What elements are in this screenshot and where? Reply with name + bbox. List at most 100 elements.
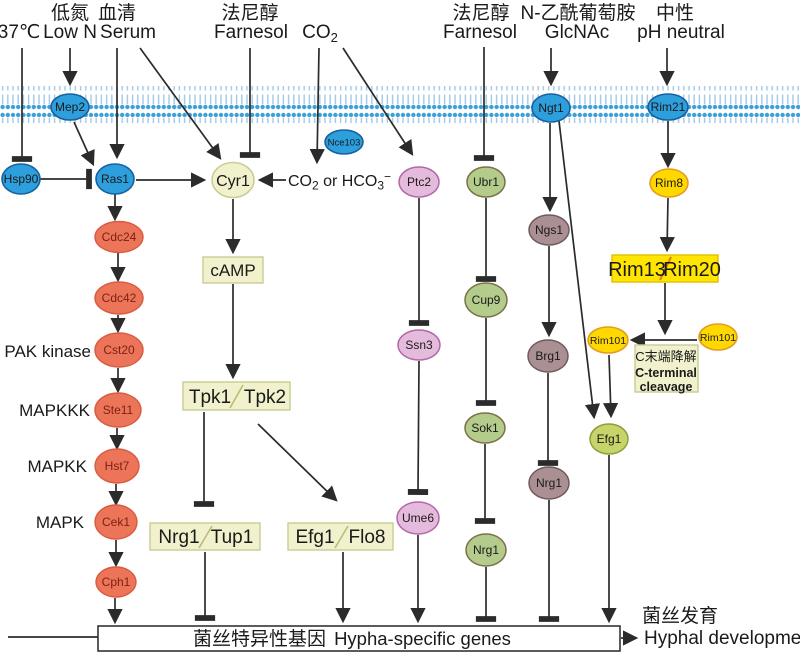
- output-labels: 菌丝发育 Hyphal development: [642, 605, 800, 649]
- arrow-rim101-efg1: [602, 354, 619, 419]
- svg-text:Ngs1: Ngs1: [535, 223, 563, 237]
- node-cup9: Cup9: [464, 282, 508, 318]
- arrow-rim8-rim13rim20: [659, 197, 675, 253]
- label-hyphal-development-zh: 菌丝发育: [642, 605, 718, 627]
- arrow-tpk-efg1flo8: [257, 423, 338, 502]
- node-cdc24: Cdc24: [94, 220, 144, 254]
- svg-text:Efg1: Efg1: [597, 432, 622, 446]
- label-farnesol-left-zh: 法尼醇: [221, 2, 278, 24]
- node-ptc2: Ptc2: [398, 166, 440, 198]
- genes-label: 菌丝特异性基因 Hypha-specific genes: [193, 628, 511, 650]
- svg-text:Cek1: Cek1: [102, 515, 130, 529]
- node-cst20: Cst20: [94, 332, 144, 368]
- arrow-co2-ptc2: [342, 47, 414, 156]
- tpk1-label: Tpk1: [189, 387, 231, 408]
- slash-divider: [229, 384, 244, 409]
- node-cdc42: Cdc42: [94, 281, 144, 315]
- node-ste11: Ste11: [94, 392, 142, 428]
- label-glcnac-zh: N-乙酰葡萄胺: [520, 2, 635, 24]
- svg-text:Cdc24: Cdc24: [102, 230, 137, 244]
- svg-text:Ssn3: Ssn3: [405, 338, 433, 352]
- label-farnesol-right-zh: 法尼醇: [452, 2, 509, 24]
- camp-label: cAMP: [210, 261, 255, 280]
- svg-text:Brg1: Brg1: [535, 349, 561, 363]
- svg-text:Sok1: Sok1: [471, 421, 499, 435]
- label-glcnac-en: GlcNAc: [545, 22, 609, 43]
- label-serum-zh: 血清: [98, 2, 136, 24]
- node-hst7: Hst7: [94, 448, 140, 484]
- node-ngs1: Ngs1: [528, 214, 570, 246]
- stimulus-labels: 37℃ 低氮 Low N 血清 Serum 法尼醇 Farnesol CO2 法…: [0, 2, 725, 45]
- node-nrg1-brown: Nrg1: [528, 466, 570, 500]
- node-brg1: Brg1: [527, 339, 569, 373]
- node-ngt1: Ngt1: [531, 93, 571, 123]
- box-camp: cAMP: [202, 256, 264, 284]
- node-mep2: Mep2: [50, 93, 90, 121]
- svg-text:Ngt1: Ngt1: [538, 101, 564, 115]
- slash-divider: [198, 525, 213, 549]
- box-hypha-specific-genes: 菌丝特异性基因 Hypha-specific genes: [97, 625, 621, 652]
- svg-text:Mep2: Mep2: [55, 100, 85, 114]
- svg-text:Rim101: Rim101: [700, 332, 736, 344]
- rim20-label: Rim20: [663, 259, 721, 281]
- connectors: [8, 47, 697, 646]
- box-tpk1-tpk2: Tpk1 Tpk2: [182, 381, 291, 411]
- box-rim13-rim20: Rim13 Rim20: [608, 254, 721, 283]
- label-mapkk: MAPKK: [27, 457, 87, 476]
- node-efg1: Efg1: [589, 423, 629, 455]
- arrow-mep2-ras1: [73, 121, 95, 167]
- tpk2-label: Tpk2: [244, 387, 286, 408]
- label-pak-kinase: PAK kinase: [4, 342, 91, 361]
- svg-text:Ume6: Ume6: [402, 511, 434, 525]
- svg-text:Cst20: Cst20: [103, 343, 135, 357]
- svg-text:Nce103: Nce103: [328, 138, 361, 149]
- node-nrg1-green: Nrg1: [465, 533, 507, 567]
- label-lown-en: Low N: [43, 22, 97, 43]
- node-hsp90: Hsp90: [1, 163, 41, 195]
- node-rim101-right: Rim101: [698, 323, 738, 351]
- node-rim101-left: Rim101: [587, 326, 629, 354]
- svg-text:Rim101: Rim101: [590, 335, 626, 347]
- node-cek1: Cek1: [94, 504, 138, 540]
- label-ph-zh: 中性: [656, 2, 694, 24]
- node-nce103: Nce103: [324, 129, 364, 155]
- arrow-ngt1-efg1: [558, 120, 601, 420]
- svg-text:Ras1: Ras1: [101, 172, 129, 186]
- label-ph-en: pH neutral: [637, 22, 725, 43]
- node-ssn3: Ssn3: [397, 329, 441, 361]
- nrg1-label: Nrg1: [158, 527, 199, 548]
- node-sok1: Sok1: [464, 412, 506, 444]
- svg-text:Nrg1: Nrg1: [473, 543, 499, 557]
- efg1-label: Efg1: [295, 527, 334, 548]
- svg-text:Cph1: Cph1: [102, 575, 131, 589]
- cleavage-zh: C末端降解: [635, 349, 696, 364]
- svg-text:Nrg1: Nrg1: [536, 476, 562, 490]
- label-mapk: MAPK: [36, 513, 85, 532]
- slash-divider: [334, 525, 349, 549]
- inhibit-ssn3-ume6: [407, 360, 429, 495]
- svg-text:Rim21: Rim21: [651, 100, 686, 114]
- svg-text:Ptc2: Ptc2: [407, 175, 431, 189]
- slash-divider: [659, 256, 672, 281]
- svg-text:Rim8: Rim8: [655, 176, 683, 190]
- arrow-co2-hco3: [309, 47, 325, 165]
- node-cyr1: Cyr1: [211, 161, 255, 199]
- svg-text:Cup9: Cup9: [472, 293, 501, 307]
- box-nrg1-tup1: Nrg1 Tup1: [149, 522, 261, 551]
- rim13-label: Rim13: [608, 259, 666, 281]
- box-cterminal-cleavage: C末端降解 C-terminal cleavage: [634, 344, 699, 394]
- box-efg1-flo8: Efg1 Flo8: [287, 522, 394, 551]
- label-37c: 37℃: [0, 22, 40, 43]
- svg-text:Hsp90: Hsp90: [4, 172, 39, 186]
- label-hyphal-development-en: Hyphal development: [644, 628, 800, 649]
- cleavage-en2: cleavage: [640, 380, 693, 394]
- svg-text:Cdc42: Cdc42: [102, 291, 137, 305]
- label-lown-zh: 低氮: [51, 2, 89, 24]
- node-rim21: Rim21: [647, 93, 689, 121]
- node-cph1: Cph1: [95, 566, 137, 598]
- label-co2-or-hco3: CO2 or HCO3−: [288, 170, 391, 193]
- kinase-labels: PAK kinase MAPKKK MAPKK MAPK: [4, 342, 91, 532]
- label-co2: CO2: [302, 22, 338, 45]
